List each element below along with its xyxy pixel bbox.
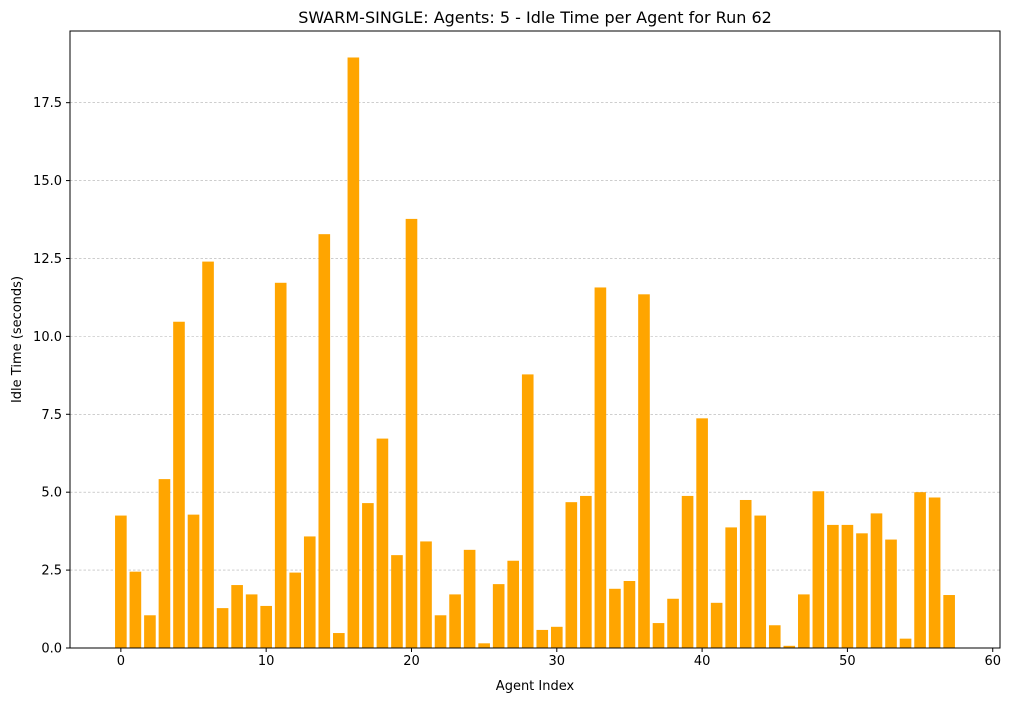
bar: [521, 374, 534, 648]
bar: [536, 629, 549, 648]
bar: [710, 602, 723, 648]
bar: [478, 643, 490, 648]
chart-title: SWARM-SINGLE: Agents: 5 - Idle Time per …: [298, 8, 772, 27]
bar: [725, 527, 737, 648]
bar: [594, 287, 607, 648]
bar: [318, 234, 331, 648]
bar: [347, 57, 360, 649]
y-tick-label: 2.5: [41, 564, 62, 579]
x-axis-label: Agent Index: [496, 679, 575, 694]
y-tick-label: 5.0: [41, 486, 62, 501]
bar: [885, 539, 897, 648]
y-axis-ticks: 0.0 2.5 5.0 7.5 10.0 12.5 15.0 17.5: [33, 96, 70, 657]
bar: [739, 499, 752, 648]
plot-frame: [69, 30, 1001, 649]
bar: [870, 513, 883, 648]
bar: [667, 598, 679, 648]
bar: [173, 321, 185, 648]
bar: [768, 625, 781, 648]
bar: [623, 581, 636, 648]
bar: [216, 608, 229, 648]
bar: [405, 218, 418, 648]
bar: [754, 515, 767, 648]
bar: [507, 560, 520, 648]
bar: [434, 615, 447, 648]
bar: [245, 594, 258, 648]
bar: [928, 497, 941, 648]
bars: [115, 57, 955, 649]
y-axis-label: Idle Time (seconds): [10, 276, 25, 403]
bar: [798, 594, 810, 648]
y-tick-label: 17.5: [33, 96, 62, 111]
bar: [827, 524, 839, 648]
x-tick-label: 40: [694, 654, 711, 669]
y-tick-label: 10.0: [33, 330, 62, 345]
bar: [376, 438, 389, 648]
bar: [681, 495, 694, 648]
bar: [899, 638, 912, 648]
bar: [303, 536, 316, 648]
y-tick-label: 12.5: [33, 252, 62, 267]
bar: [231, 585, 243, 648]
bar: [812, 491, 825, 648]
bar: [609, 588, 621, 648]
bar: [550, 626, 563, 648]
y-tick-label: 0.0: [41, 642, 62, 657]
bar: [362, 503, 374, 648]
bar: [449, 594, 461, 648]
x-tick-label: 50: [839, 654, 856, 669]
bar: [144, 615, 156, 648]
bar: [420, 541, 432, 648]
bar: [914, 492, 926, 648]
x-tick-label: 60: [984, 654, 1001, 669]
bar: [696, 418, 708, 648]
bar: [856, 533, 868, 648]
y-tick-label: 7.5: [41, 408, 62, 423]
bar: [492, 584, 505, 648]
gridlines: [70, 102, 1000, 571]
bar: [158, 479, 171, 648]
bar: [783, 645, 796, 648]
bar: [943, 595, 955, 648]
bar: [202, 261, 214, 648]
x-tick-label: 30: [549, 654, 566, 669]
bar: [652, 623, 665, 648]
bar: [841, 524, 854, 648]
bar: [463, 549, 476, 648]
x-tick-label: 20: [403, 654, 420, 669]
bar: [129, 571, 142, 648]
bar: [187, 514, 200, 648]
x-tick-label: 10: [258, 654, 275, 669]
x-axis-ticks: 0 10 20 30 40 50 60: [117, 648, 1001, 669]
bar: [274, 282, 287, 648]
bar: [289, 572, 302, 648]
bar: [638, 294, 650, 648]
bar: [260, 605, 272, 648]
bar: [333, 633, 345, 648]
bar: [115, 515, 127, 648]
y-tick-label: 15.0: [33, 174, 62, 189]
bar: [580, 495, 592, 648]
bar: [391, 555, 403, 648]
x-tick-label: 0: [117, 654, 125, 669]
bar: [565, 502, 578, 648]
